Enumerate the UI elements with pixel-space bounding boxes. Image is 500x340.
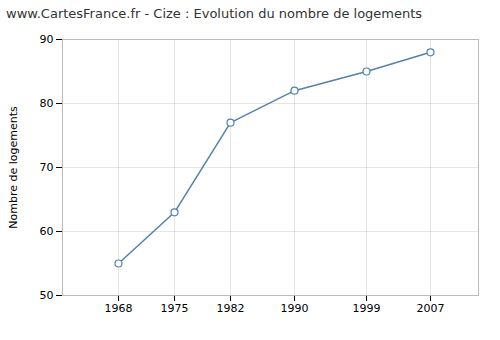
svg-text:1990: 1990 — [281, 302, 309, 315]
svg-text:1968: 1968 — [105, 302, 133, 315]
svg-text:2007: 2007 — [417, 302, 445, 315]
svg-text:60: 60 — [40, 225, 54, 238]
svg-text:70: 70 — [40, 161, 54, 174]
svg-text:50: 50 — [40, 289, 54, 302]
svg-text:Nombre de logements: Nombre de logements — [7, 106, 20, 229]
svg-text:1999: 1999 — [353, 302, 381, 315]
svg-text:1975: 1975 — [161, 302, 189, 315]
svg-text:90: 90 — [40, 33, 54, 46]
svg-text:1982: 1982 — [217, 302, 245, 315]
svg-text:80: 80 — [40, 97, 54, 110]
html-text:www.CartesFrance.fr - Cize : E: www.CartesFrance.fr - Cize : Evolution d… — [6, 6, 423, 21]
